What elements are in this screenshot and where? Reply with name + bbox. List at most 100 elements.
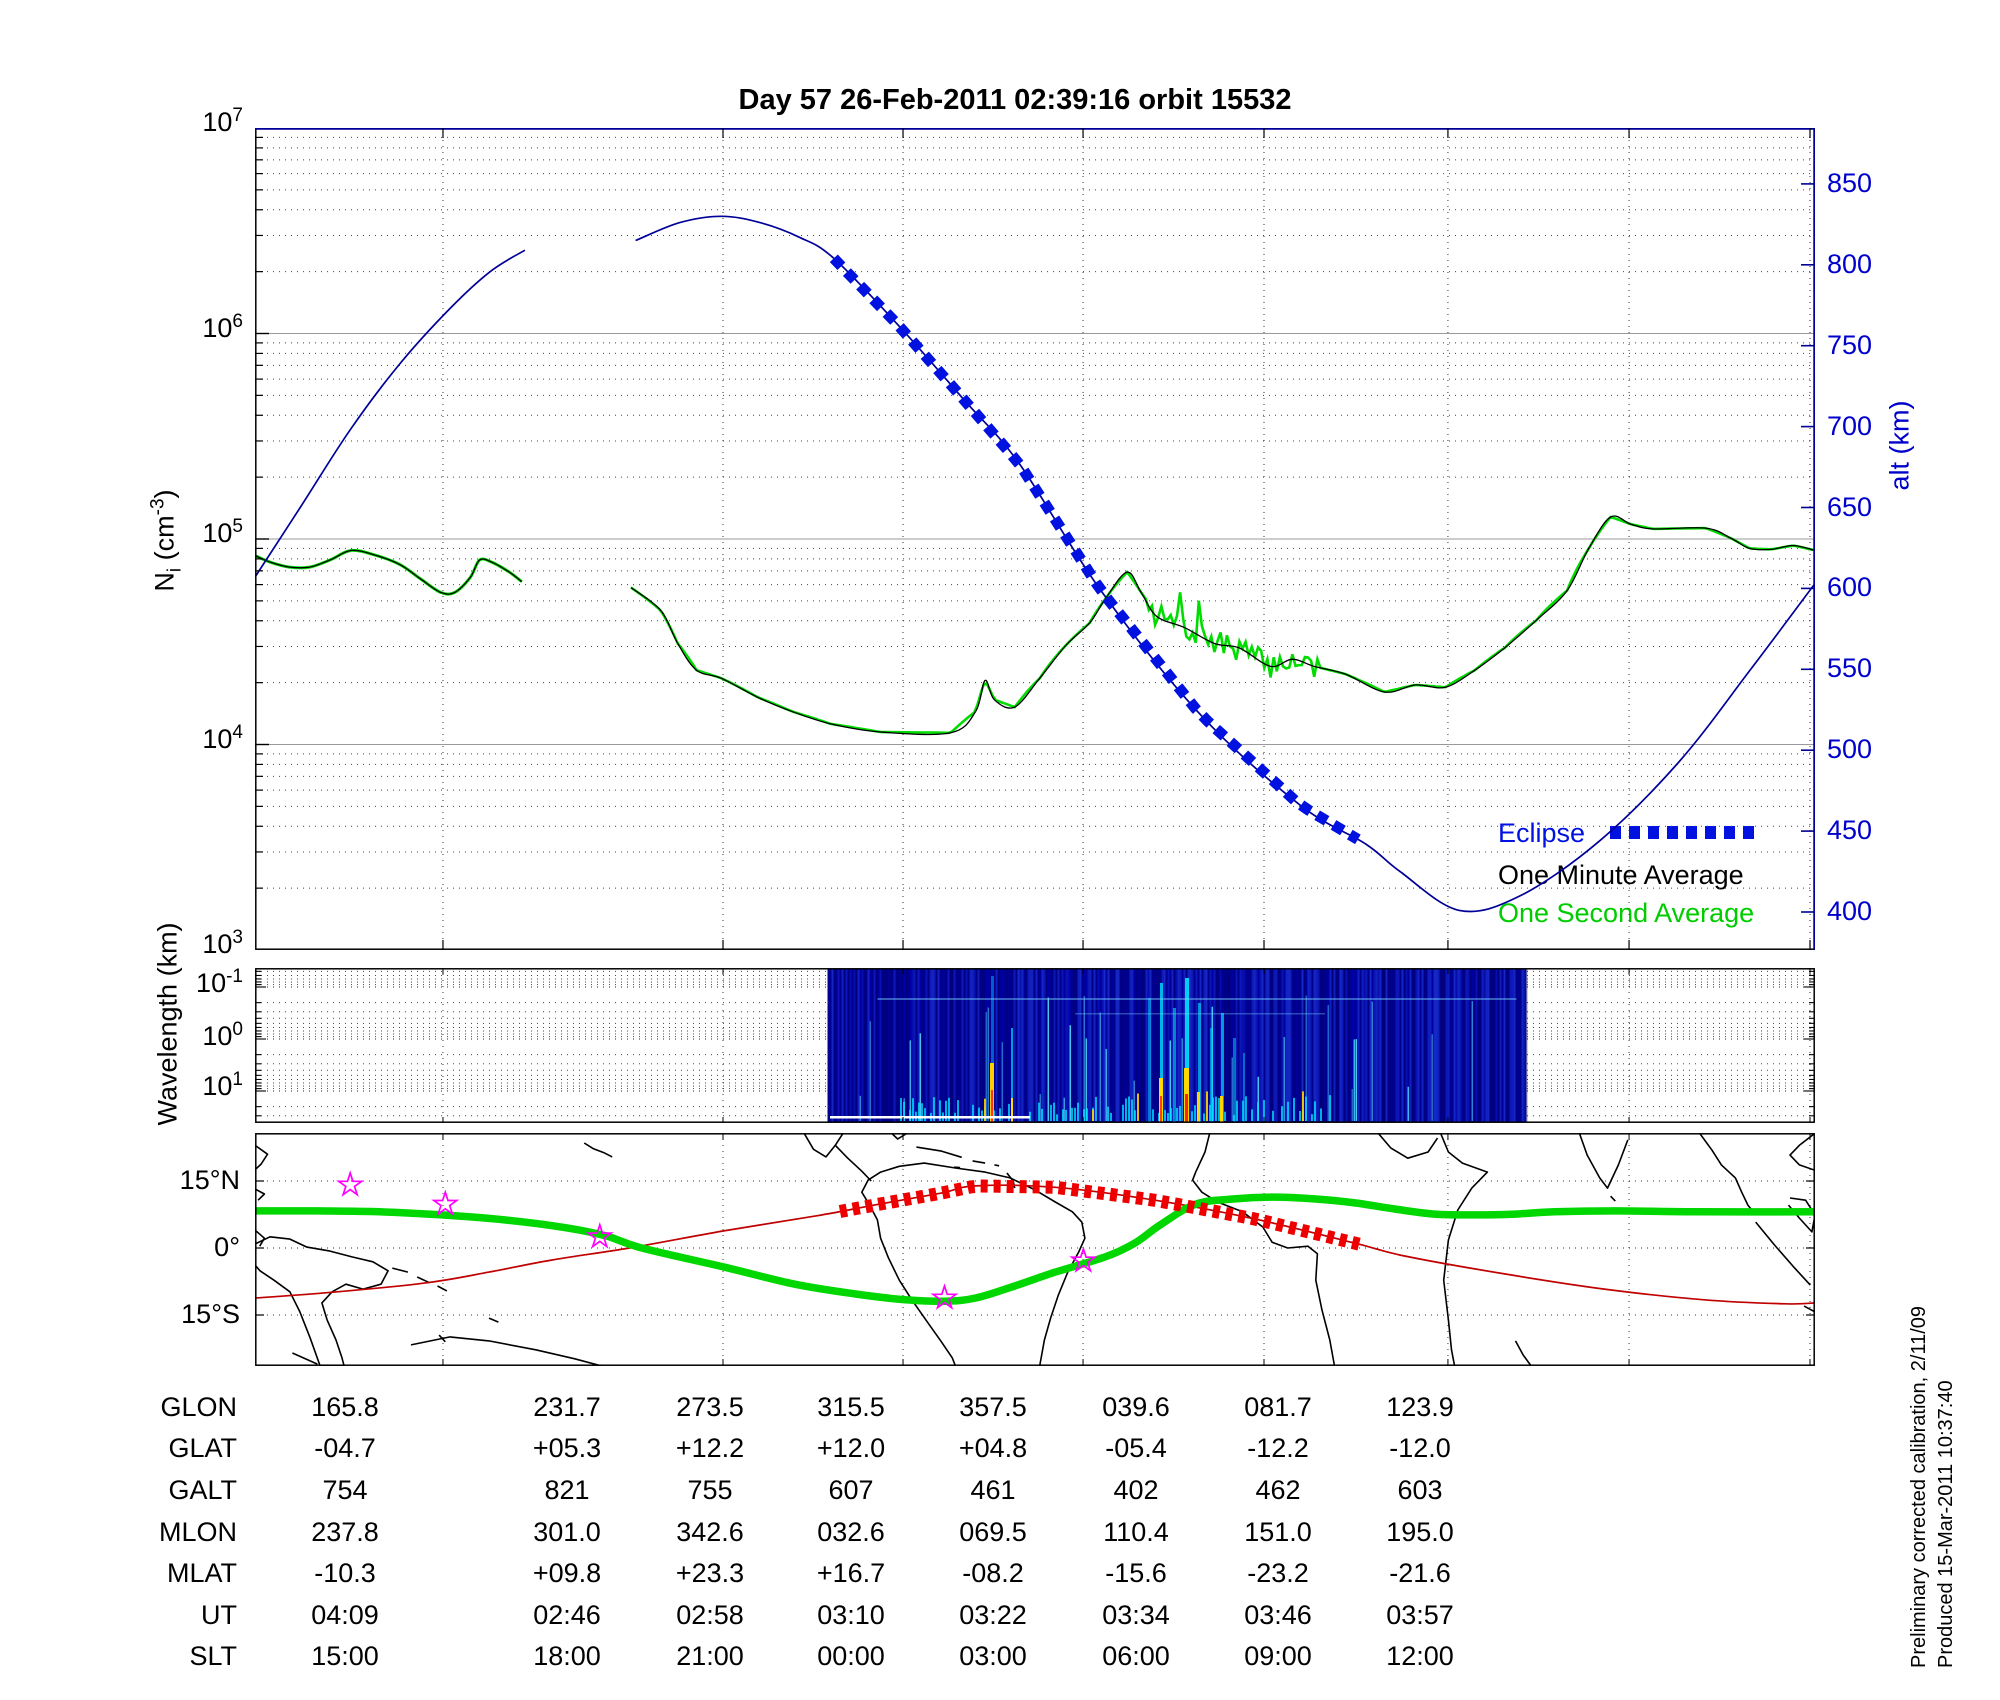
table-cell: 462 [1255, 1475, 1301, 1505]
tick-label: 450 [1827, 815, 1873, 846]
tick-label: 700 [1827, 410, 1873, 441]
tick-label: 850 [1827, 167, 1873, 198]
table-cell: 03:34 [1102, 1600, 1170, 1630]
table-cell: -10.3 [314, 1558, 376, 1588]
density-altitude-plot [255, 128, 1815, 950]
side-notes: Preliminary corrected calibration, 2/11/… [1906, 1276, 1960, 1668]
table-cell: 301.0 [533, 1517, 601, 1547]
table-cell: 03:22 [959, 1600, 1027, 1630]
table-cell: -05.4 [1105, 1433, 1167, 1463]
table-cell: 15:00 [311, 1641, 379, 1671]
table-cell: 12:00 [1386, 1641, 1454, 1671]
table-row-label-ut: UT [201, 1600, 237, 1630]
tick-label: 800 [1827, 248, 1873, 279]
tick-label: 104 [202, 721, 243, 754]
table-row-label-glon: GLON [160, 1392, 237, 1422]
table-cell: 03:00 [959, 1641, 1027, 1671]
map-lat-label-0: 0° [214, 1232, 240, 1262]
table-cell: 123.9 [1386, 1392, 1454, 1422]
table-cell: 03:57 [1386, 1600, 1454, 1630]
map-lat-label-15n: 15°N [179, 1165, 240, 1195]
table-cell: -23.2 [1247, 1558, 1309, 1588]
star-marker [431, 1189, 460, 1217]
altitude-axis-label: alt (km) [1884, 400, 1915, 491]
tick-label: 550 [1827, 653, 1873, 684]
table-cell: 273.5 [676, 1392, 744, 1422]
table-cell: 03:46 [1244, 1600, 1312, 1630]
table-cell: 039.6 [1102, 1392, 1170, 1422]
star-marker [336, 1170, 365, 1197]
table-cell: +09.8 [532, 1558, 602, 1588]
tick-label: 10-1 [196, 966, 243, 998]
table-cell: -21.6 [1389, 1558, 1451, 1588]
table-cell: 032.6 [817, 1517, 885, 1547]
table-cell: 069.5 [959, 1517, 1027, 1547]
table-cell: 081.7 [1244, 1392, 1312, 1422]
table-cell: 315.5 [817, 1392, 885, 1422]
table-cell: 18:00 [533, 1641, 601, 1671]
table-cell: 09:00 [1244, 1641, 1312, 1671]
tick-label: 400 [1827, 896, 1873, 926]
table-cell: -12.2 [1247, 1433, 1309, 1463]
tick-label: 650 [1827, 491, 1873, 522]
legend-one-second-label: One Second Average [1498, 898, 1755, 928]
table-cell: 03:10 [817, 1600, 885, 1630]
table-row-label-slt: SLT [189, 1641, 237, 1671]
table-cell: +05.3 [532, 1433, 602, 1463]
tick-label: 107 [202, 105, 243, 137]
table-cell: 821 [544, 1475, 590, 1505]
table-row-label-galt: GALT [168, 1475, 237, 1505]
table-cell: +12.2 [675, 1433, 745, 1463]
table-cell: 165.8 [311, 1392, 379, 1422]
star-marker [585, 1222, 614, 1249]
table-cell: -04.7 [314, 1433, 376, 1463]
plot-title: Day 57 26-Feb-2011 02:39:16 orbit 15532 [738, 84, 1292, 116]
star-marker [930, 1283, 959, 1310]
tick-label: 750 [1827, 329, 1873, 360]
ground-track-map [255, 1133, 1815, 1366]
table-cell: 237.8 [311, 1517, 379, 1547]
table-cell: 21:00 [676, 1641, 744, 1671]
table-cell: 06:00 [1102, 1641, 1170, 1671]
table-cell: 603 [1397, 1475, 1443, 1505]
table-row-label-glat: GLAT [168, 1433, 237, 1463]
tick-label: 105 [202, 516, 243, 548]
table-cell: 110.4 [1103, 1517, 1169, 1547]
tick-label: 103 [202, 927, 243, 959]
table-cell: 342.6 [676, 1517, 744, 1547]
legend-eclipse-dash-swatch [1610, 826, 1762, 839]
legend-eclipse-label: Eclipse [1498, 818, 1586, 848]
table-cell: 04:09 [311, 1600, 379, 1630]
star-marker [1069, 1246, 1098, 1273]
table-cell: 461 [970, 1475, 1016, 1505]
table-cell: 755 [687, 1475, 733, 1505]
table-cell: 02:46 [533, 1600, 601, 1630]
tick-label: 500 [1827, 734, 1873, 765]
table-cell: -08.2 [962, 1558, 1024, 1588]
table-cell: 195.0 [1386, 1517, 1454, 1547]
side-note-calibration: Preliminary corrected calibration, 2/11/… [1908, 1305, 1930, 1668]
table-cell: 151.0 [1244, 1517, 1312, 1547]
table-row-label-mlon: MLON [158, 1517, 237, 1547]
table-cell: 607 [828, 1475, 874, 1505]
table-cell: 231.7 [533, 1392, 601, 1422]
table-cell: +12.0 [816, 1433, 886, 1463]
table-cell: -15.6 [1105, 1558, 1167, 1588]
tick-label: 100 [202, 1019, 243, 1051]
wavelength-spectrogram [255, 968, 1815, 1123]
table-cell: 00:00 [817, 1641, 885, 1671]
table-cell: +16.7 [816, 1558, 886, 1588]
side-note-produced: Produced 15-Mar-2011 10:37:40 [1935, 1380, 1957, 1668]
table-cell: 754 [322, 1475, 368, 1505]
table-cell: +04.8 [958, 1433, 1028, 1463]
table-cell: 402 [1113, 1475, 1159, 1505]
table-cell: -12.0 [1389, 1433, 1451, 1463]
table-cell: 02:58 [676, 1600, 744, 1630]
tick-label: 106 [202, 310, 243, 343]
tick-label: 101 [202, 1069, 243, 1101]
map-lat-label-15s: 15°S [181, 1299, 240, 1329]
table-cell: 357.5 [959, 1392, 1027, 1422]
tick-label: 600 [1827, 572, 1873, 603]
table-cell: +23.3 [675, 1558, 745, 1588]
